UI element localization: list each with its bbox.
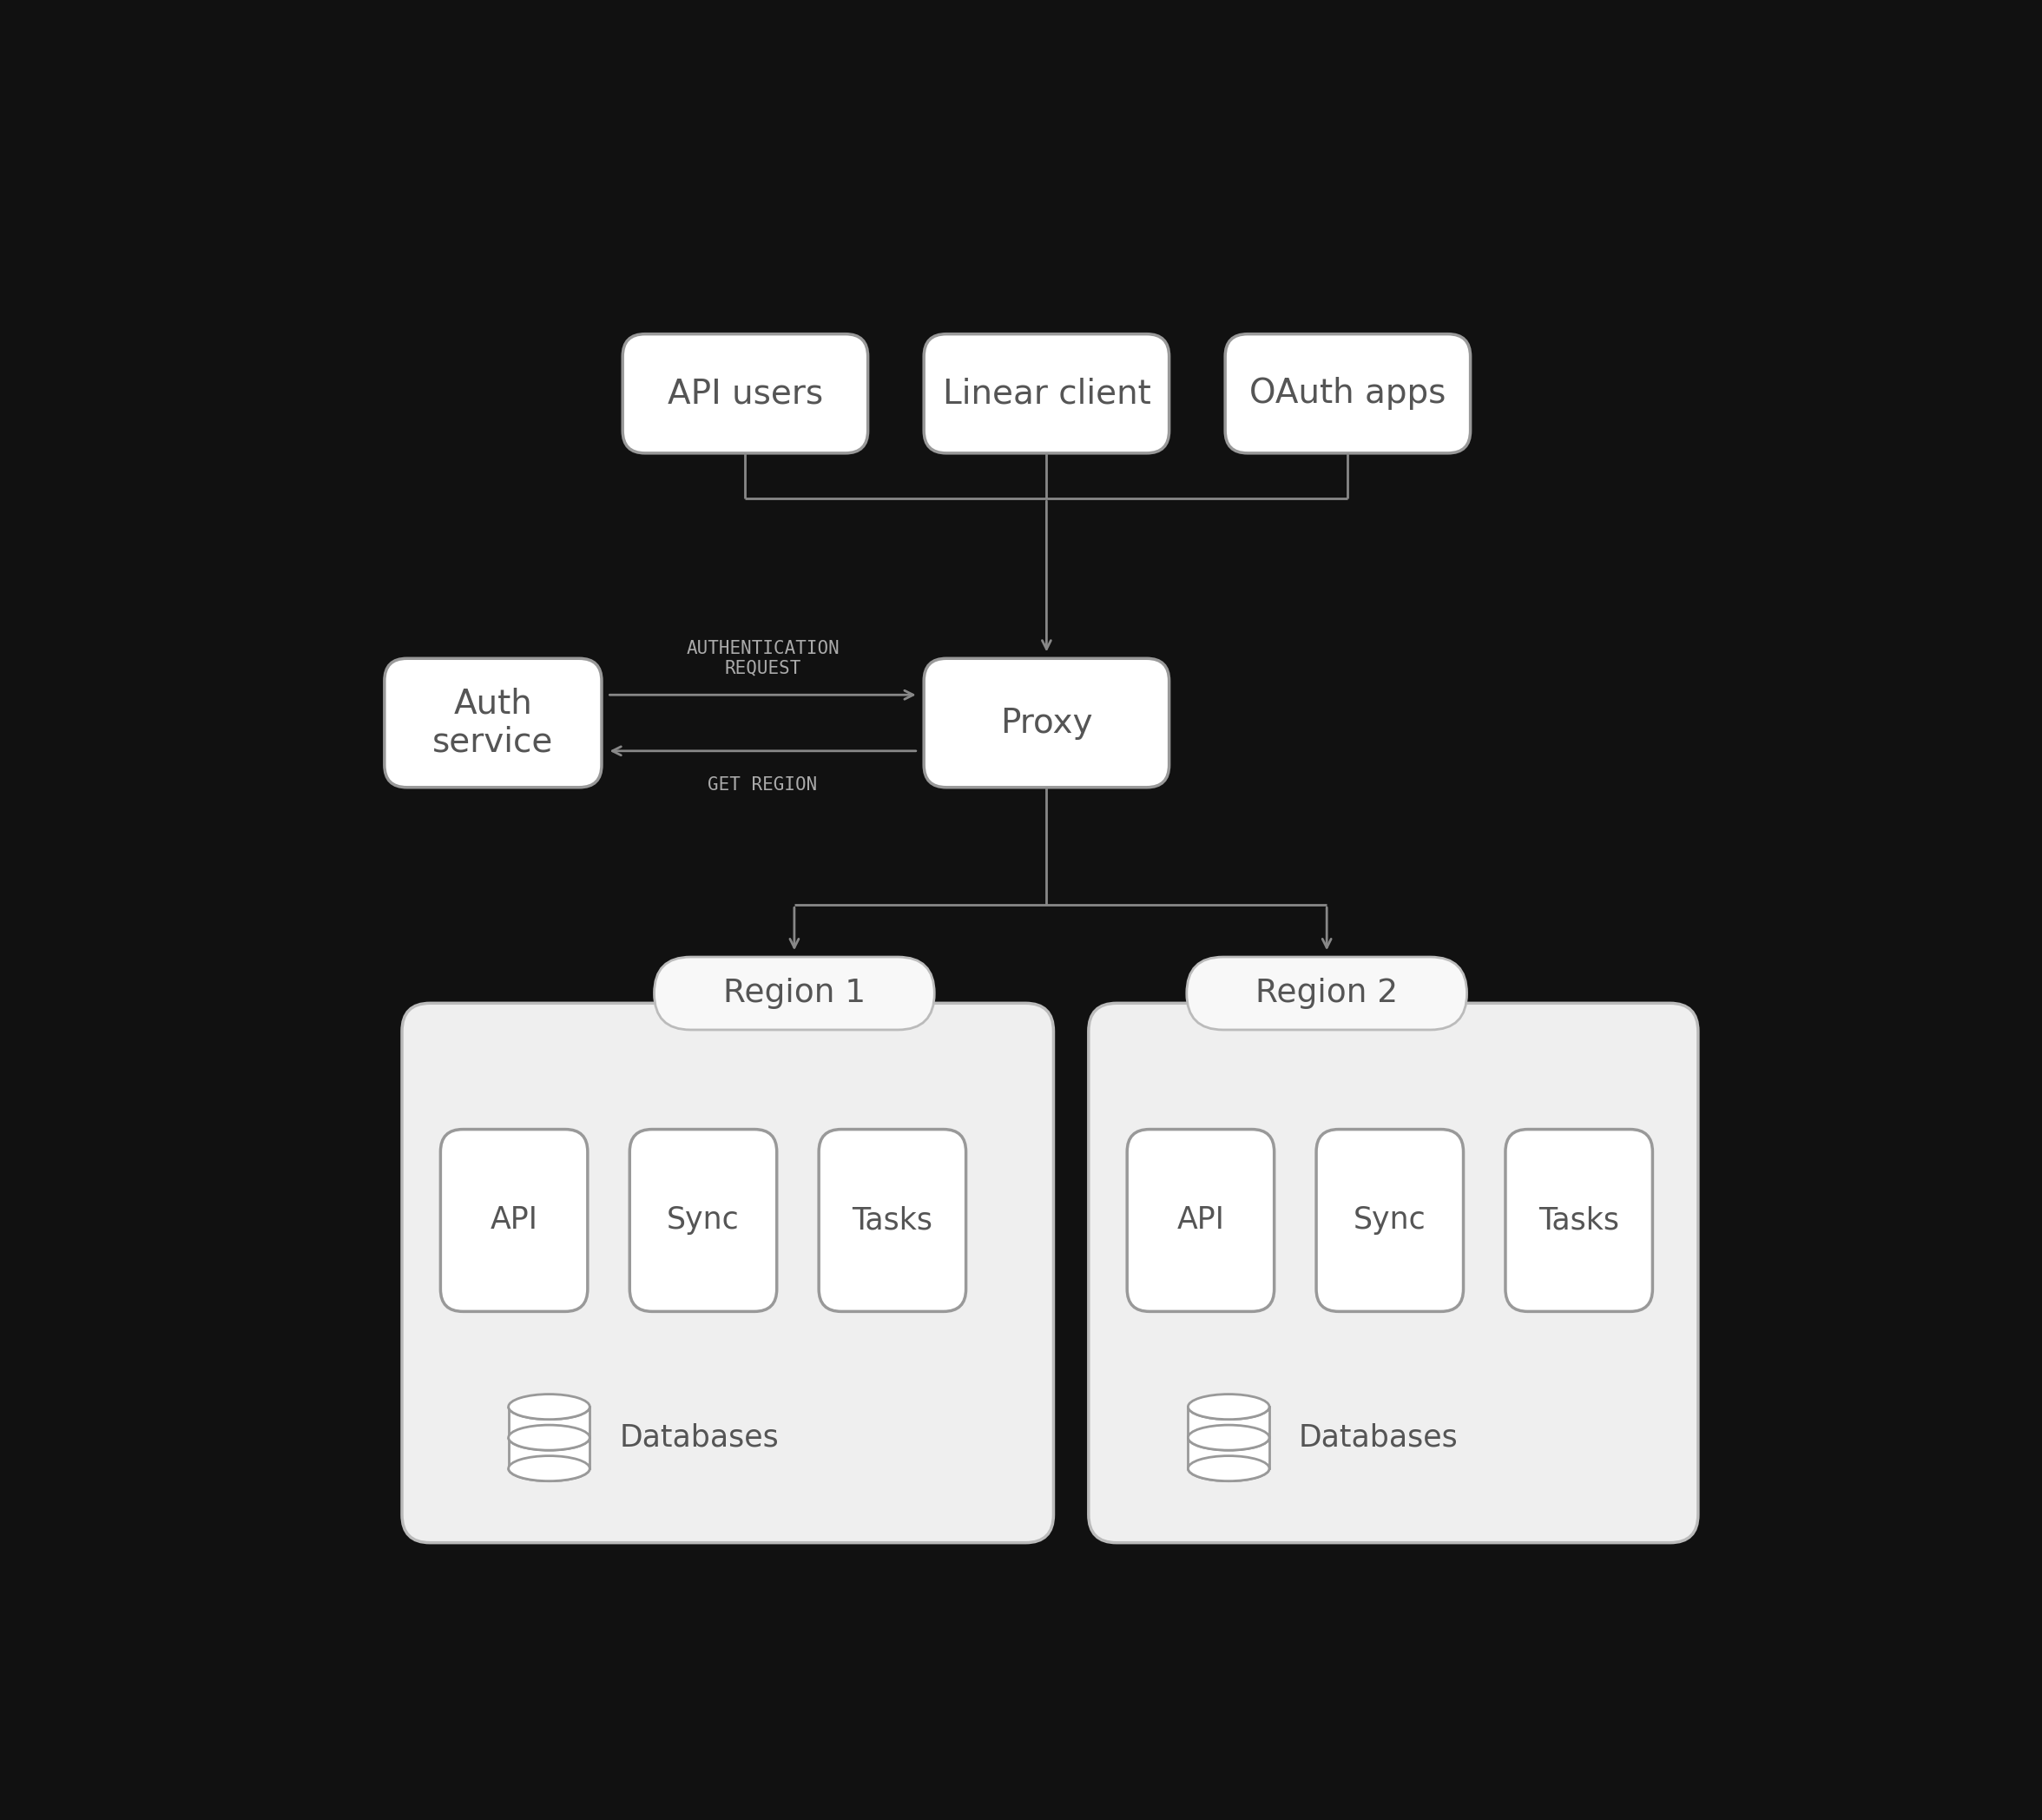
Ellipse shape bbox=[508, 1456, 590, 1481]
FancyBboxPatch shape bbox=[402, 1003, 1054, 1543]
FancyBboxPatch shape bbox=[1225, 335, 1470, 453]
Text: GET REGION: GET REGION bbox=[709, 775, 817, 794]
Text: API: API bbox=[490, 1205, 537, 1236]
Text: Sync: Sync bbox=[668, 1205, 739, 1236]
FancyBboxPatch shape bbox=[819, 1128, 966, 1312]
FancyBboxPatch shape bbox=[1127, 1128, 1274, 1312]
Ellipse shape bbox=[508, 1425, 590, 1451]
FancyBboxPatch shape bbox=[1186, 957, 1466, 1030]
Text: AUTHENTICATION
REQUEST: AUTHENTICATION REQUEST bbox=[686, 639, 839, 677]
Text: Region 1: Region 1 bbox=[723, 977, 866, 1008]
Ellipse shape bbox=[1188, 1394, 1270, 1420]
Text: Proxy: Proxy bbox=[1001, 706, 1092, 739]
Text: Databases: Databases bbox=[619, 1423, 778, 1452]
Text: Sync: Sync bbox=[1354, 1205, 1425, 1236]
FancyBboxPatch shape bbox=[623, 335, 868, 453]
FancyBboxPatch shape bbox=[923, 335, 1170, 453]
FancyBboxPatch shape bbox=[653, 957, 935, 1030]
Text: Auth
service: Auth service bbox=[433, 688, 553, 759]
Bar bbox=[1188, 1438, 1270, 1469]
Text: OAuth apps: OAuth apps bbox=[1250, 377, 1446, 410]
Text: Databases: Databases bbox=[1299, 1423, 1458, 1452]
FancyBboxPatch shape bbox=[384, 659, 602, 788]
Text: API users: API users bbox=[668, 377, 823, 410]
FancyBboxPatch shape bbox=[923, 659, 1170, 788]
FancyBboxPatch shape bbox=[441, 1128, 588, 1312]
FancyBboxPatch shape bbox=[629, 1128, 776, 1312]
Text: Tasks: Tasks bbox=[852, 1205, 933, 1236]
FancyBboxPatch shape bbox=[1088, 1003, 1699, 1543]
Text: API: API bbox=[1176, 1205, 1225, 1236]
Bar bbox=[508, 1407, 590, 1438]
Text: Region 2: Region 2 bbox=[1256, 977, 1399, 1008]
Bar bbox=[1188, 1407, 1270, 1438]
Text: Tasks: Tasks bbox=[1538, 1205, 1619, 1236]
Text: Linear client: Linear client bbox=[943, 377, 1150, 410]
Ellipse shape bbox=[1188, 1456, 1270, 1481]
FancyBboxPatch shape bbox=[1317, 1128, 1464, 1312]
FancyBboxPatch shape bbox=[1505, 1128, 1652, 1312]
Ellipse shape bbox=[508, 1394, 590, 1420]
Bar bbox=[508, 1438, 590, 1469]
Ellipse shape bbox=[1188, 1425, 1270, 1451]
